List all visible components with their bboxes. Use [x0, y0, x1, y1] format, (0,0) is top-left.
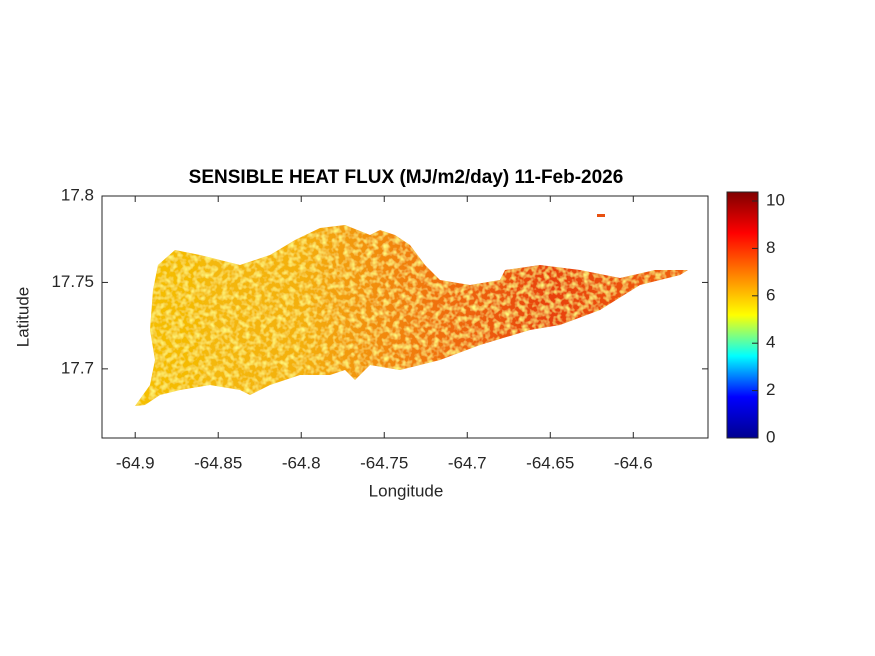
colorbar-tick-label: 2	[766, 380, 775, 399]
islet	[597, 214, 605, 217]
x-tick-label: -64.85	[194, 453, 242, 472]
x-tick-label: -64.65	[526, 453, 574, 472]
x-tick-label: -64.9	[116, 453, 155, 472]
y-tick-label: 17.7	[61, 358, 94, 377]
plot-area	[135, 214, 688, 406]
y-tick-label: 17.75	[51, 272, 94, 291]
x-tick-label: -64.7	[448, 453, 487, 472]
colorbar	[726, 191, 759, 439]
x-axis-label: Longitude	[369, 481, 444, 500]
axes-box	[101, 195, 709, 439]
colorbar-tick-label: 6	[766, 285, 775, 304]
colorbar-tick-label: 0	[766, 427, 775, 446]
x-tick-label: -64.6	[614, 453, 653, 472]
y-axis-label: Latitude	[13, 287, 32, 348]
colorbar-tick-label: 4	[766, 333, 775, 352]
island	[135, 225, 688, 406]
x-tick-label: -64.8	[282, 453, 321, 472]
y-tick-label: 17.8	[61, 185, 94, 204]
chart-title: SENSIBLE HEAT FLUX (MJ/m2/day) 11-Feb-20…	[189, 167, 624, 188]
colorbar-tick-label: 10	[766, 190, 785, 209]
x-tick-label: -64.75	[360, 453, 408, 472]
colorbar-tick-label: 8	[766, 238, 775, 257]
